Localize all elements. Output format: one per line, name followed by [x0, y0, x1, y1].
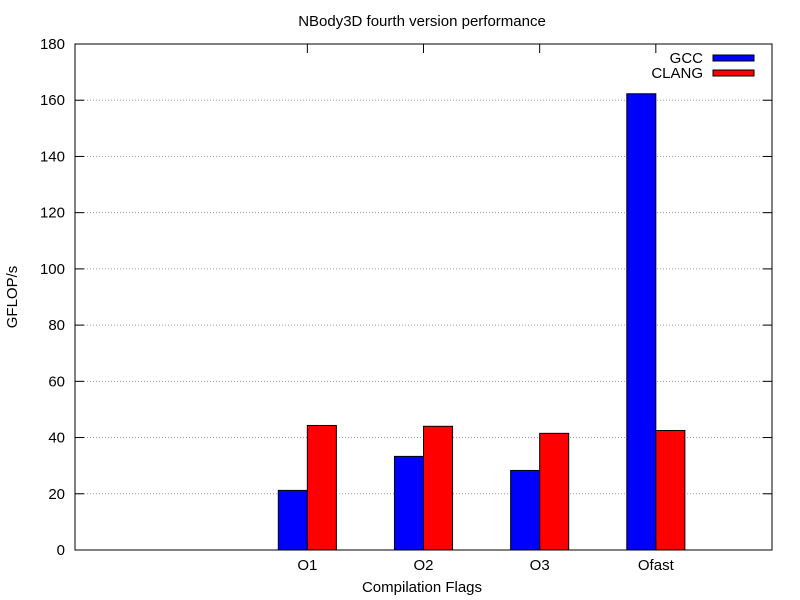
y-tick-label: 180	[40, 36, 65, 53]
bar-gcc-o2	[393, 455, 425, 551]
y-tick-label: 140	[40, 148, 65, 165]
legend-swatch-clang	[712, 69, 755, 77]
bars	[277, 93, 686, 551]
x-tick-label: O2	[413, 557, 433, 574]
bar-gcc-ofast	[626, 93, 657, 551]
y-tick-label: 60	[48, 373, 65, 390]
y-tick-label: 0	[57, 542, 65, 559]
y-tick-label: 100	[40, 261, 65, 278]
y-axis-label: GFLOP/s	[4, 266, 21, 329]
axis-ticks: 0 20 40 60 80 100 120 140 160 180 O1 O2 O3 Ofast	[40, 36, 772, 574]
chart-title: NBody3D fourth version performance	[298, 13, 546, 30]
y-tick-label: 120	[40, 205, 65, 222]
y-tick-label: 80	[48, 317, 65, 334]
y-tick-label: 160	[40, 92, 65, 109]
y-tick-label: 20	[48, 486, 65, 503]
legend-label-clang: CLANG	[651, 65, 703, 82]
bar-clang-o1	[306, 424, 337, 551]
x-axis-label: Compilation Flags	[362, 579, 482, 596]
x-tick-label: O1	[297, 557, 317, 574]
y-tick-label: 40	[48, 430, 65, 447]
x-tick-label: Ofast	[638, 557, 675, 574]
bar-clang-o3	[539, 432, 570, 551]
legend-label-gcc: GCC	[670, 50, 704, 67]
bar-gcc-o1	[277, 489, 308, 551]
legend-swatch-gcc	[712, 54, 755, 62]
bar-clang-o2	[423, 425, 454, 551]
x-tick-label: O3	[530, 557, 550, 574]
bar-gcc-o3	[510, 469, 541, 551]
bar-clang-ofast	[655, 430, 686, 551]
